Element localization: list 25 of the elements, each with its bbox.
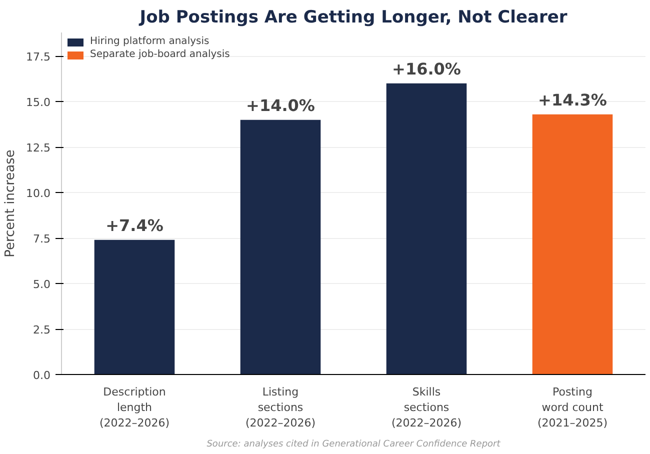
chart-title: Job Postings Are Getting Longer, Not Clearer [138,8,568,28]
y-tick-label: 10.0 [26,187,51,200]
bar [532,114,613,374]
bar [240,120,321,374]
x-tick-label: Skills sections (2022–2026) [391,386,462,430]
data-label: +14.0% [246,96,315,115]
x-tick-label: Posting word count (2021–2025) [537,386,608,430]
y-tick-label: 5.0 [33,278,51,292]
x-tick-label: Listing sections (2022–2026) [245,386,316,430]
x-tick-label: Description length (2022–2026) [99,386,170,430]
data-label: +16.0% [392,59,461,78]
source-note: Source: analyses cited in Generational Career Confidence Report [206,440,501,450]
y-tick-label: 2.5 [33,324,51,337]
bar [386,83,467,374]
legend-label: Separate job-board analysis [90,49,230,60]
y-axis-title: Percent increase [3,150,18,258]
y-tick-label: 17.5 [26,50,51,64]
data-label: +7.4% [106,216,164,235]
y-tick-label: 12.5 [26,142,51,155]
bar [94,240,175,374]
y-tick-label: 0.0 [33,369,51,382]
legend-label: Hiring platform analysis [90,36,210,47]
data-label: +14.3% [538,90,607,110]
y-tick-label: 7.5 [33,232,51,246]
y-tick-label: 15.0 [26,96,51,110]
